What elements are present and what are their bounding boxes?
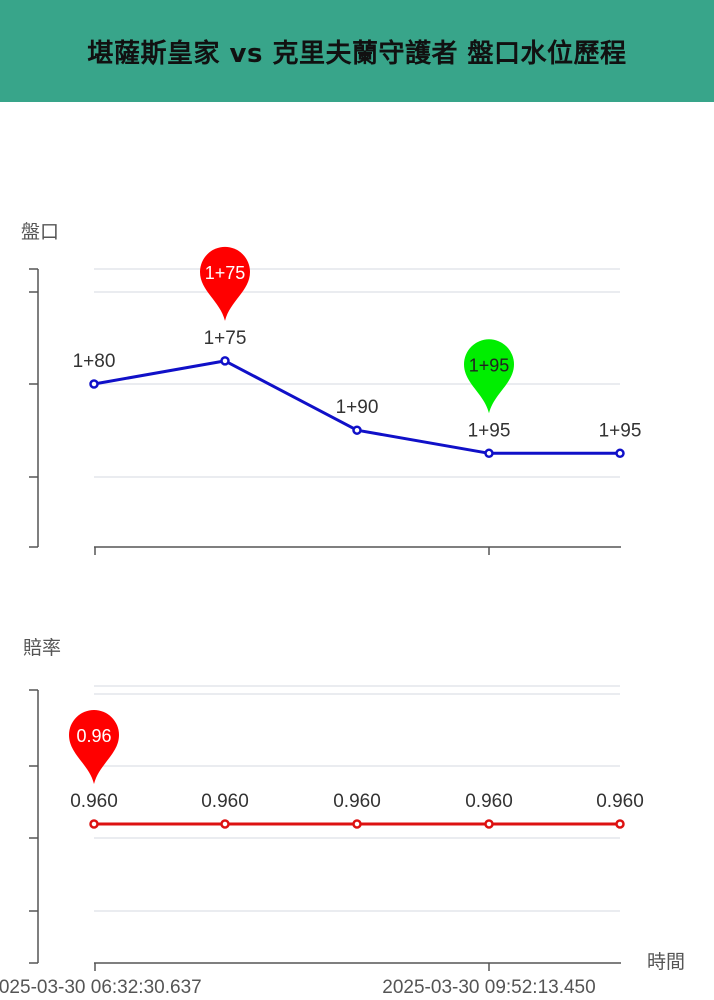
handicap-max-pin — [200, 246, 250, 321]
odds-xlabel: 時間 — [647, 951, 685, 973]
handicap-data-label: 1+80 — [73, 351, 116, 372]
page-title: 堪薩斯皇家 vs 克里夫蘭守護者 盤口水位歷程 — [87, 38, 627, 69]
handicap-ylabel: 盤口 — [21, 221, 59, 243]
odds-point — [352, 819, 362, 829]
handicap-data-label: 1+90 — [336, 397, 379, 418]
handicap-y-axis — [29, 268, 39, 548]
handicap-point — [220, 356, 230, 366]
odds-ylabel: 賠率 — [23, 637, 61, 659]
handicap-data-label: 1+95 — [468, 420, 511, 441]
handicap-data-label: 1+75 — [204, 328, 247, 349]
odds-data-label: 0.960 — [70, 791, 118, 812]
handicap-point — [615, 448, 625, 459]
handicap-min-pin-label: 1+95 — [469, 355, 510, 375]
odds-x-axis — [94, 962, 621, 971]
handicap-point — [89, 379, 99, 389]
odds-chart: 賠率 時間 2025-03-30 06:32:30.637 2025-03-30… — [0, 637, 685, 998]
odds-data-label: 0.960 — [333, 791, 381, 812]
odds-point — [220, 819, 230, 829]
handicap-x-axis — [94, 546, 621, 555]
odds-series: 0.960 0.960 0.960 0.960 0.960 0.96 — [68, 709, 644, 829]
x-tick-label: 2025-03-30 09:52:13.450 — [382, 977, 595, 998]
handicap-gridlines — [94, 268, 620, 478]
charts-canvas: 盤口 1+80 1+75 1+90 1+95 1+95 1+75 1+95 賠率 — [0, 221, 685, 998]
odds-max-pin-label: 0.96 — [76, 726, 111, 746]
odds-point — [484, 819, 494, 829]
handicap-min-pin — [464, 339, 514, 414]
handicap-max-pin-label: 1+75 — [205, 263, 246, 283]
odds-data-label: 0.960 — [201, 791, 249, 812]
handicap-data-label: 1+95 — [599, 420, 642, 441]
odds-max-pin — [68, 709, 119, 784]
odds-gridlines — [94, 685, 620, 912]
odds-point — [615, 819, 625, 829]
handicap-point — [484, 448, 494, 459]
odds-data-label: 0.960 — [465, 791, 513, 812]
odds-point — [89, 819, 99, 829]
handicap-chart: 盤口 1+80 1+75 1+90 1+95 1+95 1+75 1+95 — [21, 221, 641, 555]
x-tick-label: 2025-03-30 06:32:30.637 — [0, 977, 202, 998]
handicap-point — [352, 425, 362, 435]
header-bar: 堪薩斯皇家 vs 克里夫蘭守護者 盤口水位歷程 — [0, 0, 714, 102]
handicap-series: 1+80 1+75 1+90 1+95 1+95 1+75 1+95 — [73, 246, 642, 459]
odds-data-label: 0.960 — [596, 791, 644, 812]
odds-y-axis — [29, 689, 39, 964]
